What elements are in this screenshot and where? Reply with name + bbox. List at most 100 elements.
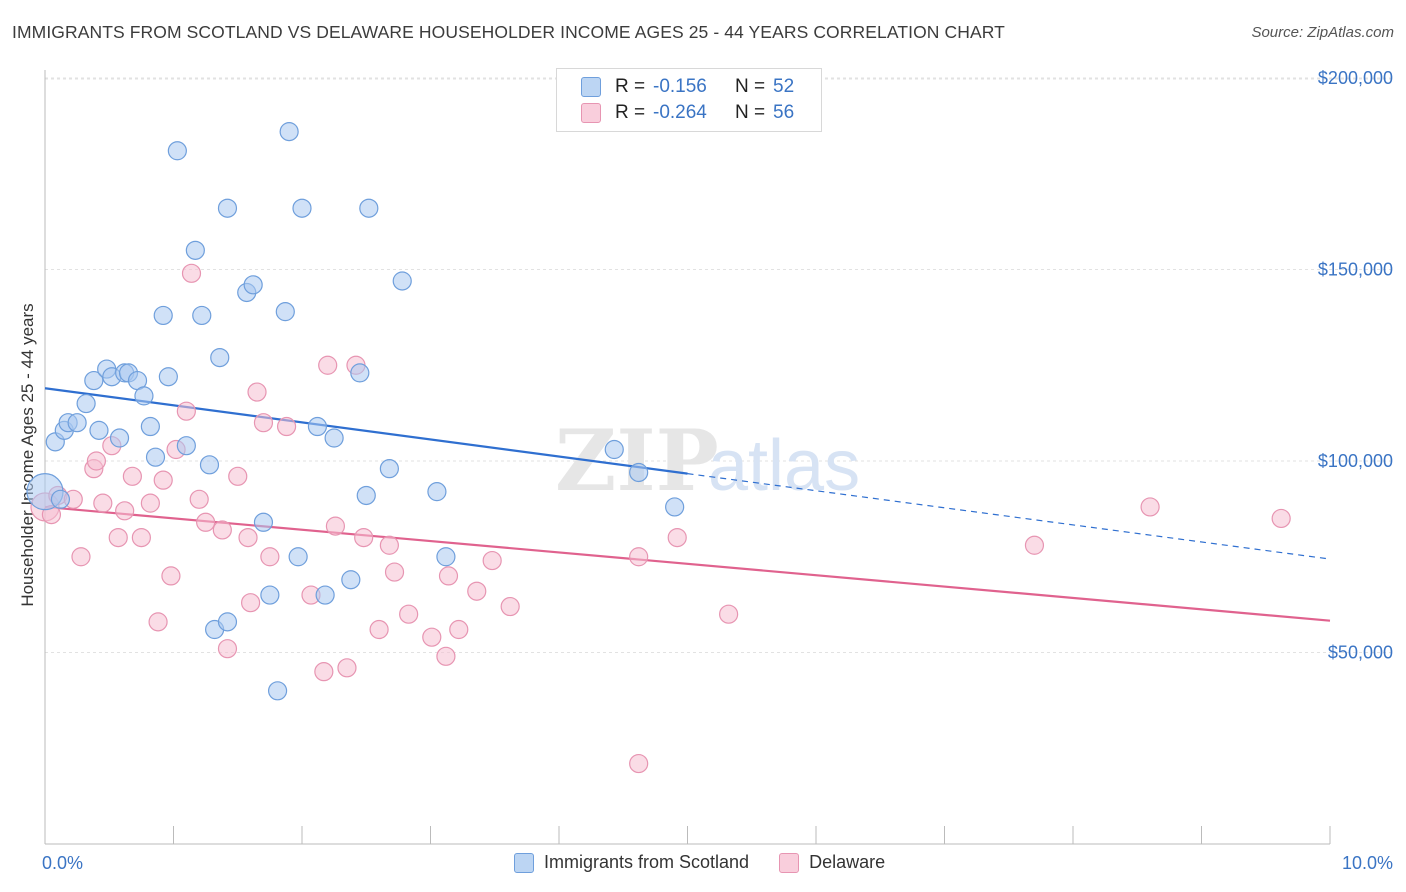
delaware-point: [379, 535, 399, 555]
delaware-point: [217, 639, 238, 659]
y-tick-label: $200,000: [1318, 68, 1393, 88]
scotland-point: [275, 302, 295, 322]
watermark-zip: ZIP: [555, 411, 719, 510]
scotland-point: [50, 489, 71, 509]
delaware-point: [384, 562, 405, 582]
x-tick-labels: 0.0% 10.0%: [42, 853, 1393, 873]
delaware-point: [1140, 497, 1160, 517]
scotland-trend-line: [44, 387, 688, 475]
scotland-trend-extension: [687, 473, 1331, 560]
scotland-point: [199, 455, 220, 475]
scotland-point: [167, 141, 187, 161]
delaware-point: [86, 451, 107, 471]
delaware-point: [131, 527, 151, 548]
legend-item-delaware: Delaware: [779, 852, 885, 873]
delaware-point: [228, 466, 248, 486]
legend-swatch-delaware: [581, 103, 601, 123]
scotland-points: [26, 122, 685, 701]
scotland-point: [392, 271, 412, 291]
scotland-point: [427, 482, 447, 502]
delaware-point: [148, 612, 168, 632]
scotland-point: [359, 198, 379, 218]
legend-swatch-scotland: [514, 852, 534, 873]
scotland-point: [604, 439, 624, 460]
scotland-point: [176, 436, 196, 456]
delaware-point: [719, 604, 739, 624]
delaware-point: [176, 401, 196, 421]
scotland-point: [341, 570, 361, 590]
delaware-point: [247, 382, 267, 402]
watermark: ZIP atlas: [555, 411, 860, 510]
delaware-point: [667, 527, 687, 548]
scotland-point: [89, 420, 109, 440]
scotland-point: [436, 547, 456, 567]
delaware-point: [399, 604, 419, 624]
legend-row-delaware: R = -0.264 N = 56: [581, 100, 794, 126]
scotland-point: [629, 462, 649, 483]
delaware-trend-line: [44, 505, 1331, 622]
legend-n-value: 52: [773, 76, 795, 97]
scotland-point: [67, 413, 87, 433]
legend-swatch-scotland: [581, 77, 601, 97]
legend-item-scotland: Immigrants from Scotland: [514, 852, 749, 873]
x-tick-label-min: 0.0%: [42, 853, 83, 873]
delaware-point: [449, 619, 469, 640]
scotland-point: [279, 122, 299, 142]
delaware-point: [122, 466, 142, 486]
legend-n-label: N =: [735, 102, 766, 123]
delaware-point: [500, 596, 520, 617]
delaware-point: [337, 658, 357, 678]
delaware-point: [422, 627, 442, 647]
scotland-point: [185, 240, 205, 260]
scotland-point: [140, 416, 160, 437]
delaware-point: [369, 619, 389, 640]
scotland-point: [253, 512, 274, 532]
scotland-point: [153, 305, 173, 326]
delaware-point: [153, 470, 173, 490]
scotland-point: [158, 367, 178, 387]
legend-n-label: N =: [735, 76, 766, 97]
delaware-point: [140, 493, 160, 513]
delaware-point: [629, 753, 649, 774]
scotland-point: [76, 393, 96, 414]
axes: [44, 70, 1331, 845]
series-legend: Immigrants from Scotland Delaware: [514, 852, 915, 873]
y-tick-label: $50,000: [1328, 643, 1393, 663]
scotland-point: [324, 428, 344, 448]
scotland-point: [217, 198, 238, 218]
legend-r-label: R =: [615, 76, 646, 97]
delaware-point: [325, 516, 346, 536]
delaware-point: [241, 593, 261, 613]
delaware-point: [1024, 535, 1045, 555]
delaware-point: [1271, 508, 1291, 529]
scotland-point: [243, 275, 263, 295]
y-tick-label: $100,000: [1318, 451, 1393, 471]
legend-r-label: R =: [615, 102, 646, 123]
scotland-point: [217, 612, 238, 632]
delaware-point: [71, 547, 91, 567]
x-tick-label-max: 10.0%: [1342, 853, 1393, 873]
legend-row-scotland: R = -0.156 N = 52: [581, 74, 794, 100]
y-tick-label: $150,000: [1318, 260, 1393, 280]
y-tick-labels: $50,000 $100,000 $150,000 $200,000: [1318, 68, 1393, 663]
scotland-point: [84, 370, 104, 391]
correlation-legend: R = -0.156 N = 52 R = -0.264 N = 56: [556, 68, 822, 132]
delaware-point: [189, 489, 209, 509]
delaware-point: [93, 493, 113, 513]
delaware-point: [276, 416, 297, 437]
delaware-point: [212, 520, 232, 540]
delaware-point: [253, 413, 274, 433]
delaware-point: [260, 547, 280, 567]
scotland-point: [288, 547, 308, 567]
delaware-point: [482, 550, 502, 571]
delaware-points: [30, 263, 1291, 774]
delaware-point: [115, 501, 135, 521]
scotland-point: [379, 459, 399, 479]
scotland-point: [292, 198, 312, 218]
legend-r-value: -0.156: [653, 76, 707, 97]
legend-swatch-delaware: [779, 852, 800, 873]
legend-label-scotland: Immigrants from Scotland: [544, 852, 750, 872]
delaware-point: [318, 355, 338, 375]
delaware-point: [629, 547, 649, 567]
scotland-point: [145, 447, 166, 467]
